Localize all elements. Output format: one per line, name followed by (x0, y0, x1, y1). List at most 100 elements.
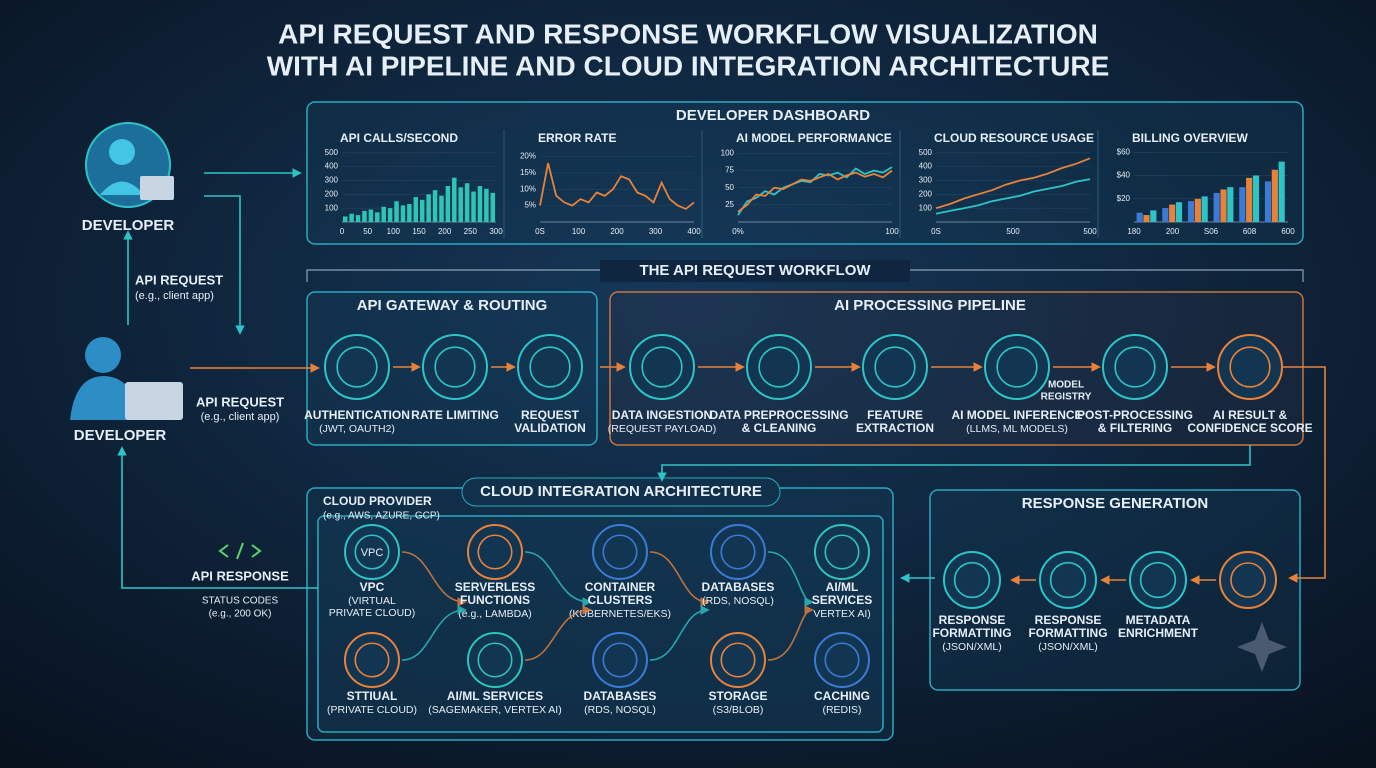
x-tick-label: 0 (340, 227, 345, 236)
bar (1175, 202, 1183, 222)
step-note: VERTEX AI) (813, 608, 871, 620)
y-tick-label: 400 (919, 162, 933, 171)
x-tick-label: 180 (1127, 227, 1141, 236)
step-icon-ring (814, 524, 870, 580)
panel-title: CLOUD RESOURCE USAGE (934, 131, 1094, 145)
bar (1220, 189, 1227, 222)
section-title: AI PROCESSING PIPELINE (834, 297, 1026, 314)
step-icon (641, 346, 683, 388)
step-label: SERVICES (812, 593, 872, 607)
flow-label: API REQUEST (196, 394, 284, 409)
flow-note: (e.g., client app) (135, 290, 214, 302)
step-icon-ring (344, 524, 400, 580)
arrow (649, 551, 710, 607)
x-tick-label: 608 (1243, 227, 1257, 236)
y-tick-label: 200 (919, 189, 933, 198)
bar (394, 201, 399, 222)
step-label: FORMATTING (1028, 626, 1107, 640)
bar (375, 212, 380, 222)
step-icon-ring (467, 524, 523, 580)
panel-title: BILLING OVERVIEW (1132, 131, 1248, 145)
step-icon-ring (592, 632, 648, 688)
step-icon (477, 642, 513, 678)
bar (419, 199, 425, 222)
x-tick-label: 100 (572, 227, 586, 236)
step-label: AI/ML (826, 580, 859, 594)
step-label: CONFIDENCE SCORE (1187, 421, 1312, 435)
step-label: AI RESULT & (1213, 408, 1288, 422)
step-label: DATA INGESTION (612, 408, 712, 422)
actor-label: DEVELOPER (82, 217, 175, 234)
flow-note: STATUS CODES (202, 596, 279, 607)
bar (1136, 212, 1143, 222)
arrow (401, 605, 467, 661)
step-label: RESPONSE (939, 613, 1006, 627)
bar (368, 209, 374, 222)
step-icon-ring (1219, 551, 1277, 609)
step-note: (KUBERNETES/EKS) (569, 608, 671, 620)
x-tick-label: 250 (464, 227, 478, 236)
section-title: CLOUD INTEGRATION ARCHITECTURE (480, 483, 762, 500)
y-tick-label: 200 (325, 189, 339, 198)
y-tick-label: 20% (520, 152, 536, 161)
y-tick-label: 15% (520, 168, 536, 177)
x-tick-label: 100 (387, 227, 401, 236)
registry-label: MODEL (1048, 380, 1084, 391)
y-tick-label: $60 (1117, 147, 1131, 156)
bar (490, 192, 496, 222)
bar (349, 213, 354, 222)
step-icon (824, 534, 860, 570)
step-label: CLUSTERS (588, 593, 653, 607)
y-tick-label: 5% (524, 201, 536, 210)
x-tick-label: S06 (1204, 227, 1219, 236)
step-note: PRIVATE CLOUD) (329, 607, 416, 619)
arrow (204, 195, 245, 335)
step-note: (S3/BLOB) (713, 704, 764, 716)
step-icon-ring (1102, 334, 1168, 400)
step-icon (720, 534, 756, 570)
panel-title: API CALLS/SECOND (340, 131, 458, 145)
x-tick-label: 200 (610, 227, 624, 236)
step-label: RESPONSE (1035, 613, 1102, 627)
x-tick-label: 200 (438, 227, 452, 236)
step-note: (JSON/XML) (1038, 641, 1098, 653)
step-icon (996, 346, 1038, 388)
icon (125, 382, 183, 420)
x-tick-label: 500 (1006, 227, 1020, 236)
flow-label: API REQUEST (135, 272, 223, 287)
step-label: VALIDATION (514, 421, 586, 435)
title-pill (461, 477, 781, 507)
arrow (1283, 366, 1326, 583)
y-tick-label: 25 (725, 200, 734, 209)
y-tick-label: 400 (325, 162, 339, 171)
step-icon (720, 642, 756, 678)
panel-title: AI MODEL PERFORMANCE (736, 131, 892, 145)
line (935, 157, 1091, 210)
bar (413, 197, 419, 222)
step-icon (1049, 561, 1087, 599)
arrow (117, 446, 318, 589)
x-tick-label: 0% (732, 227, 744, 236)
step-icon (336, 346, 378, 388)
step-label: RATE LIMITING (411, 408, 499, 422)
step-icon (953, 561, 991, 599)
x-tick-label: 100 (885, 227, 899, 236)
bar (477, 186, 483, 222)
step-icon (477, 534, 513, 570)
step-label: VPC (360, 580, 385, 594)
section-title: API GATEWAY & ROUTING (357, 297, 548, 314)
bar (381, 206, 386, 222)
x-tick-label: 500 (1083, 227, 1097, 236)
step-note: (RDS, NOSQL) (584, 704, 656, 716)
step-note: (REQUEST PAYLOAD) (608, 423, 717, 435)
actor-label: DEVELOPER (74, 427, 167, 444)
icon (70, 375, 140, 420)
step-icon (1114, 346, 1156, 388)
step-icon-ring (324, 334, 390, 400)
step-label: & CLEANING (742, 421, 817, 435)
x-tick-label: 0S (931, 227, 941, 236)
step-icon (824, 642, 860, 678)
step-icon-ring (422, 334, 488, 400)
y-tick-label: 50 (725, 183, 734, 192)
